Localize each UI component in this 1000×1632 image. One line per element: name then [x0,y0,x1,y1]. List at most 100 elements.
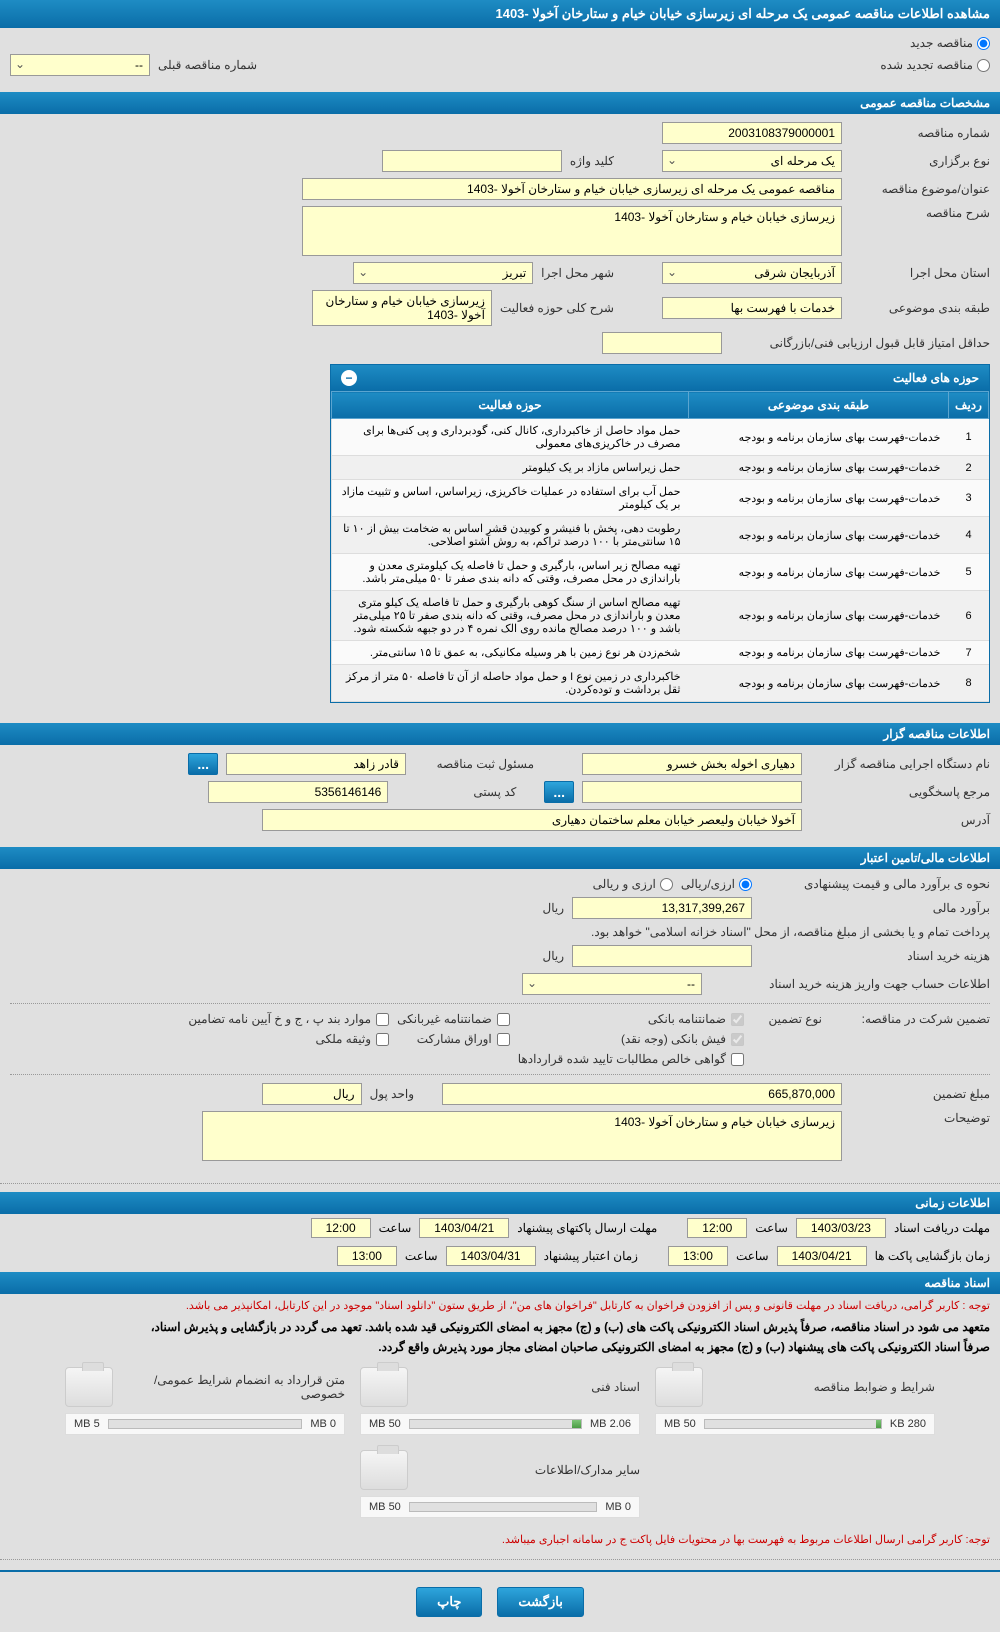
chk-clause-items[interactable] [376,1013,389,1026]
row-num: 4 [949,517,989,554]
open-label: زمان بازگشایی پاکت ها [875,1249,990,1263]
postal-field[interactable]: 5356146146 [208,781,388,803]
category-label: طبقه بندی موضوعی [850,301,990,315]
activity-table: ردیف طبقه بندی موضوعی حوزه فعالیت 1خدمات… [331,391,989,702]
prev-tender-num-dropdown[interactable]: -- [10,54,150,76]
table-row: 8خدمات-فهرست بهای سازمان برنامه و بودجهخ… [332,665,989,702]
inquiry-field[interactable] [582,781,802,803]
row-cat: خدمات-فهرست بهای سازمان برنامه و بودجه [689,517,949,554]
table-row: 6خدمات-فهرست بهای سازمان برنامه و بودجهت… [332,591,989,641]
min-score-field[interactable] [602,332,722,354]
resp-field: قادر زاهد [226,753,406,775]
chk3-label: موارد بند پ ، ج و خ آیین نامه تضامین [188,1012,371,1026]
type-dropdown[interactable]: یک مرحله ای [662,150,842,172]
note-black-2: صرفاً اسناد الکترونیکی پاکت های پیشنهاد … [0,1337,1000,1357]
radio-renew-tender[interactable] [977,59,990,72]
desc-label: شرح مناقصه [850,206,990,220]
folder-icon[interactable] [65,1367,113,1407]
guarantee-amt-field[interactable]: 665,870,000 [442,1083,842,1105]
section-timing: اطلاعات زمانی [0,1192,1000,1214]
doc-max: 50 MB [369,1501,401,1513]
docs-area: شرایط و ضوابط مناقصه280 KB50 MBاسناد فنی… [0,1357,1000,1528]
col-cat: طبقه بندی موضوعی [689,392,949,419]
doc-title: اسناد فنی [416,1380,640,1394]
doc-size: 0 MB [310,1418,336,1430]
folder-icon[interactable] [655,1367,703,1407]
section-financial: اطلاعات مالی/تامین اعتبار [0,847,1000,869]
doc-cost-label: هزینه خرید اسناد [760,949,990,963]
activity-panel: حوزه های فعالیت − ردیف طبقه بندی موضوعی … [330,364,990,703]
doc-title: شرایط و ضوابط مناقصه [711,1380,935,1394]
org-label: نام دستگاه اجرایی مناقصه گزار [810,757,990,771]
row-cat: خدمات-فهرست بهای سازمان برنامه و بودجه [689,554,949,591]
keyword-label: کلید واژه [570,154,614,168]
doc-title: متن قرارداد به انضمام شرایط عمومی/خصوصی [121,1373,345,1401]
row-scope: رطوبت دهی، پخش با فنیشر و کوبیدن قشر اسا… [332,517,689,554]
divider [0,1559,1000,1560]
chk-nonbank-guarantee[interactable] [497,1013,510,1026]
chk-bank-receipt[interactable] [731,1033,744,1046]
chk2-label: ضمانتنامه غیربانکی [397,1012,492,1026]
radio-new-tender[interactable] [977,37,990,50]
prev-tender-num-label: شماره مناقصه قبلی [158,58,257,72]
city-dropdown[interactable]: تبریز [353,262,533,284]
row-num: 5 [949,554,989,591]
address-field[interactable]: آخولا خیابان ولیعصر خیابان معلم ساختمان … [262,809,802,831]
account-dropdown[interactable]: -- [522,973,702,995]
resp-lookup-button[interactable]: ... [188,753,218,775]
inquiry-lookup-button[interactable]: ... [544,781,574,803]
collapse-icon[interactable]: − [341,370,357,386]
doc-max: 50 MB [664,1418,696,1430]
row-scope: تهیه مصالح اساس از سنگ کوهی بارگیری و حم… [332,591,689,641]
note-black-1: متعهد می شود در اسناد مناقصه، صرفاً پذیر… [0,1317,1000,1337]
chk-clearance[interactable] [731,1053,744,1066]
proposal-label: مهلت ارسال پاکتهای پیشنهاد [517,1221,657,1235]
validity-time: 13:00 [337,1246,397,1266]
radio-opt2-label: ارزی و ریالی [593,877,656,891]
address-label: آدرس [810,813,990,827]
chk-bank-guarantee[interactable] [731,1013,744,1026]
row-num: 2 [949,456,989,480]
chk-securities[interactable] [497,1033,510,1046]
open-date: 1403/04/21 [777,1246,867,1266]
estimate-field[interactable]: 13,317,399,267 [572,897,752,919]
doc-cost-field[interactable] [572,945,752,967]
chk7-label: گواهی خالص مطالبات تایید شده قراردادها [518,1052,726,1066]
keyword-field[interactable] [382,150,562,172]
min-score-label: حداقل امتیاز قابل قبول ارزیابی فنی/بازرگ… [730,336,990,350]
subject-field[interactable]: مناقصه عمومی یک مرحله ای زیرسازی خیابان … [302,178,842,200]
radio-rial-currency[interactable] [739,878,752,891]
chk6-label: وثیقه ملکی [315,1032,371,1046]
tender-num-label: شماره مناقصه [850,126,990,140]
tender-type-radio-group: مناقصه جدید مناقصه تجدید شده شماره مناقص… [0,28,1000,90]
progress-bar [409,1502,598,1512]
print-button[interactable]: چاپ [416,1587,482,1617]
desc-field[interactable]: زیرسازی خیابان خیام و ستارخان آخولا -140… [302,206,842,256]
radio-both-currency[interactable] [660,878,673,891]
row-num: 3 [949,480,989,517]
row-num: 7 [949,641,989,665]
validity-date: 1403/04/31 [446,1246,536,1266]
chk-property[interactable] [376,1033,389,1046]
unit-field: ریال [262,1083,362,1105]
table-row: 1خدمات-فهرست بهای سازمان برنامه و بودجهح… [332,419,989,456]
note-red-1: توجه : کاربر گرامی، دریافت اسناد در مهلت… [0,1294,1000,1317]
open-time: 13:00 [668,1246,728,1266]
doc-max: 50 MB [369,1418,401,1430]
note-red-2: توجه: کاربر گرامی ارسال اطلاعات مربوط به… [0,1528,1000,1551]
progress-bar [108,1419,303,1429]
page-title: مشاهده اطلاعات مناقصه عمومی یک مرحله ای … [0,0,1000,28]
back-button[interactable]: بازگشت [497,1587,583,1617]
estimate-currency: ریال [542,901,564,915]
resp-label: مسئول ثبت مناقصه [414,757,534,771]
table-row: 4خدمات-فهرست بهای سازمان برنامه و بودجهر… [332,517,989,554]
remarks-field[interactable]: زیرسازی خیابان خیام و ستارخان آخولا -140… [202,1111,842,1161]
section-general: مشخصات مناقصه عمومی [0,92,1000,114]
guarantee-type-label2: نوع تضمین [752,1012,822,1026]
folder-icon[interactable] [360,1450,408,1490]
folder-icon[interactable] [360,1367,408,1407]
row-cat: خدمات-فهرست بهای سازمان برنامه و بودجه [689,480,949,517]
validity-label: زمان اعتبار پیشنهاد [544,1249,638,1263]
province-dropdown[interactable]: آذربایجان شرقی [662,262,842,284]
radio-renew-label: مناقصه تجدید شده [880,58,973,72]
